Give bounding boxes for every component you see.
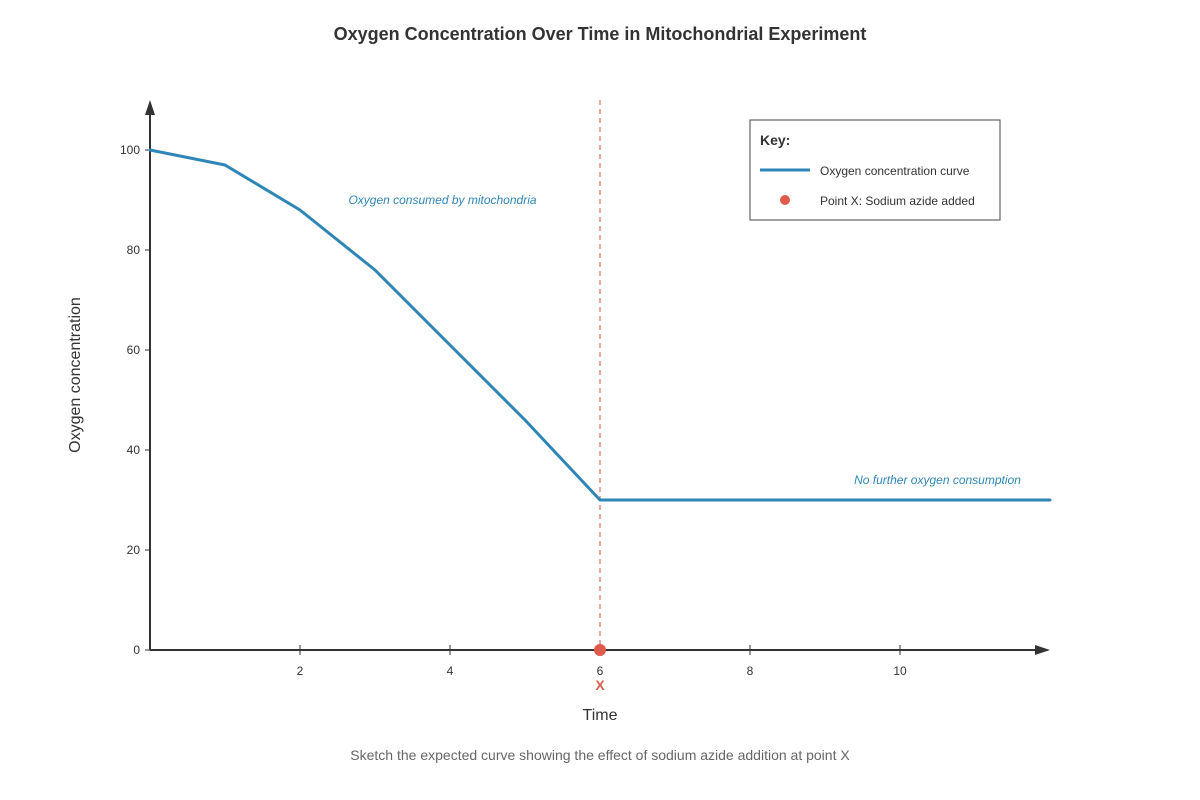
oxygen-concentration-line [148, 148, 1052, 502]
x-axis-title: Time [583, 707, 618, 724]
y-tick-label: 60 [127, 343, 141, 357]
point-x-marker [594, 644, 606, 656]
x-axis-arrow [1035, 645, 1050, 655]
x-tick-label: 10 [893, 664, 907, 678]
legend-title: Key: [760, 132, 790, 148]
y-tick-label: 20 [127, 543, 141, 557]
y-tick-label: 80 [127, 243, 141, 257]
annotation-oxygen-consumed: Oxygen consumed by mitochondria [348, 193, 536, 207]
x-tick-label: 2 [297, 664, 304, 678]
x-tick-label: 8 [747, 664, 754, 678]
y-tick-label: 0 [133, 643, 140, 657]
legend-item-oxygen-curve: Oxygen concentration curve [820, 164, 970, 178]
legend-marker-swatch [780, 195, 790, 205]
legend: Key: Oxygen concentration curve Point X:… [749, 119, 1001, 221]
annotation-no-further-consumption: No further oxygen consumption [854, 473, 1021, 487]
y-tick-label: 40 [127, 443, 141, 457]
chart-caption: Sketch the expected curve showing the ef… [350, 747, 850, 763]
x-tick-label: 6 [597, 664, 604, 678]
y-tick-label: 100 [120, 143, 140, 157]
chart-title: Oxygen Concentration Over Time in Mitoch… [334, 24, 867, 44]
y-axis-title: Oxygen concentration [67, 297, 84, 453]
y-axis-arrow [145, 100, 155, 115]
point-x-label: X [595, 677, 605, 693]
x-tick-label: 4 [447, 664, 454, 678]
legend-item-sodium-azide: Point X: Sodium azide added [820, 194, 975, 208]
